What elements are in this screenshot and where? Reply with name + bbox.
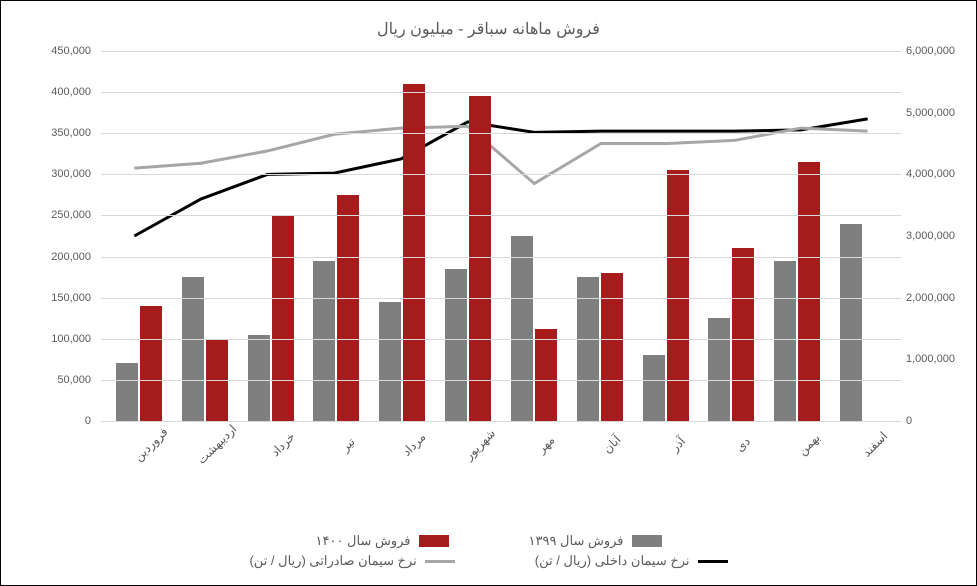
bar: [445, 269, 467, 421]
legend-row-bars: فروش سال ۱۳۹۹ فروش سال ۱۴۰۰: [1, 533, 976, 549]
x-axis-label: آبان: [584, 416, 640, 472]
legend-item-line-0: نرخ سیمان داخلی (ریال / تن): [535, 553, 728, 569]
gridline: [101, 51, 901, 52]
y-left-label: 450,000: [31, 45, 91, 57]
gridline: [101, 339, 901, 340]
legend-line-1: [425, 560, 455, 563]
y-left-label: 200,000: [31, 251, 91, 263]
x-axis-label: اسفند: [847, 416, 903, 472]
bar: [313, 261, 335, 421]
gridline: [101, 174, 901, 175]
x-axis-label: اردیبهشت: [189, 416, 245, 472]
bar: [403, 84, 425, 421]
bar-group: [369, 51, 435, 421]
legend-item-line-1: نرخ سیمان صادراتی (ریال / تن): [249, 553, 454, 569]
legend-swatch-1: [419, 535, 449, 547]
bar: [182, 277, 204, 421]
y-left-label: 400,000: [31, 86, 91, 98]
bar-group: [172, 51, 238, 421]
gridline: [101, 298, 901, 299]
bar-group: [830, 51, 896, 421]
chart-container: فروش ماهانه سباقر - میلیون ریال فروردینا…: [1, 1, 976, 585]
y-left-label: 100,000: [31, 333, 91, 345]
bar-group: [238, 51, 304, 421]
gridline: [101, 92, 901, 93]
bar-group: [435, 51, 501, 421]
bar: [667, 170, 689, 421]
bar: [140, 306, 162, 421]
bar-group: [303, 51, 369, 421]
bar: [511, 236, 533, 421]
y-left-label: 350,000: [31, 127, 91, 139]
y-right-label: 1,000,000: [906, 353, 976, 365]
legend-label-line-1: نرخ سیمان صادراتی (ریال / تن): [249, 553, 416, 569]
x-axis-label: فروردین: [123, 416, 179, 472]
bars-layer: [101, 51, 901, 421]
bar: [469, 96, 491, 421]
bar: [708, 318, 730, 421]
y-right-label: 0: [906, 415, 976, 427]
x-axis-label: بهمن: [781, 416, 837, 472]
y-left-label: 250,000: [31, 209, 91, 221]
bar-group: [567, 51, 633, 421]
bar: [272, 215, 294, 421]
x-axis-label: دی: [715, 416, 771, 472]
y-right-label: 5,000,000: [906, 107, 976, 119]
bar: [774, 261, 796, 421]
y-left-label: 300,000: [31, 168, 91, 180]
legend-item-bar-0: فروش سال ۱۳۹۹: [529, 533, 662, 549]
x-axis-label: شهریور: [452, 416, 508, 472]
x-axis-label: مهر: [518, 416, 574, 472]
bar: [798, 162, 820, 421]
bar-group: [501, 51, 567, 421]
gridline: [101, 421, 901, 422]
bar: [116, 363, 138, 421]
y-right-label: 4,000,000: [906, 168, 976, 180]
bar: [643, 355, 665, 421]
y-left-label: 0: [31, 415, 91, 427]
bar: [840, 224, 862, 421]
x-axis-label: خرداد: [254, 416, 310, 472]
y-right-label: 6,000,000: [906, 45, 976, 57]
bar-group: [698, 51, 764, 421]
legend-label-bar-1: فروش سال ۱۴۰۰: [316, 533, 411, 549]
bar: [601, 273, 623, 421]
gridline: [101, 133, 901, 134]
bar: [535, 329, 557, 421]
legend: فروش سال ۱۳۹۹ فروش سال ۱۴۰۰ نرخ سیمان دا…: [1, 529, 976, 573]
y-left-label: 150,000: [31, 292, 91, 304]
legend-line-0: [698, 560, 728, 563]
bar: [732, 248, 754, 421]
legend-label-line-0: نرخ سیمان داخلی (ریال / تن): [535, 553, 690, 569]
plot-area: فروردیناردیبهشتخردادتیرمردادشهریورمهرآبا…: [101, 51, 901, 421]
bar-group: [633, 51, 699, 421]
legend-label-bar-0: فروش سال ۱۳۹۹: [529, 533, 624, 549]
y-left-label: 50,000: [31, 374, 91, 386]
x-axis-label: آذر: [649, 416, 705, 472]
gridline: [101, 257, 901, 258]
y-right-label: 2,000,000: [906, 292, 976, 304]
legend-swatch-0: [632, 535, 662, 547]
legend-row-lines: نرخ سیمان داخلی (ریال / تن) نرخ سیمان صا…: [1, 553, 976, 569]
bar: [248, 335, 270, 421]
gridline: [101, 215, 901, 216]
chart-title: فروش ماهانه سباقر - میلیون ریال: [21, 19, 956, 39]
bar: [337, 195, 359, 421]
bar: [577, 277, 599, 421]
x-axis-label: تیر: [320, 416, 376, 472]
x-axis-label: مرداد: [386, 416, 442, 472]
y-right-label: 3,000,000: [906, 230, 976, 242]
legend-item-bar-1: فروش سال ۱۴۰۰: [316, 533, 449, 549]
bar-group: [106, 51, 172, 421]
bar-group: [764, 51, 830, 421]
x-axis-labels: فروردیناردیبهشتخردادتیرمردادشهریورمهرآبا…: [101, 421, 901, 435]
bar: [379, 302, 401, 421]
gridline: [101, 380, 901, 381]
